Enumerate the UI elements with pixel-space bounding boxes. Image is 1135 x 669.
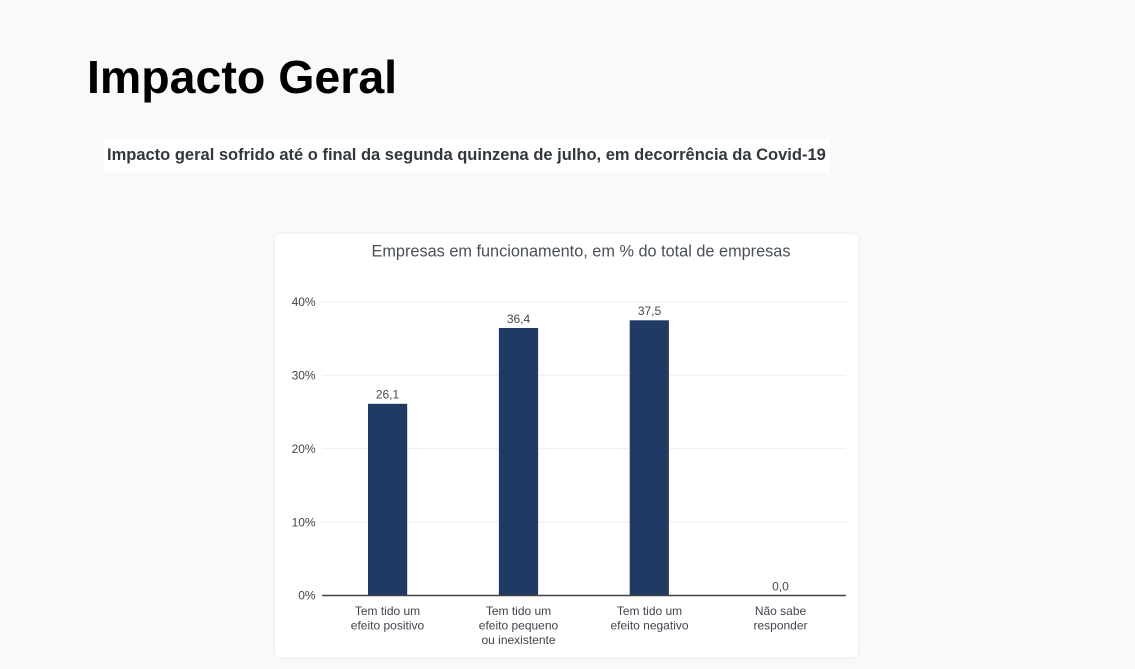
svg-text:36,4: 36,4 bbox=[507, 312, 531, 326]
svg-text:10%: 10% bbox=[292, 515, 316, 529]
svg-text:37,5: 37,5 bbox=[638, 304, 662, 318]
svg-text:responder: responder bbox=[753, 618, 807, 632]
svg-text:0,0: 0,0 bbox=[772, 579, 789, 593]
svg-text:Empresas em funcionamento, em: Empresas em funcionamento, em % do total… bbox=[372, 243, 791, 261]
svg-text:Tem tido um: Tem tido um bbox=[617, 604, 682, 618]
svg-text:0%: 0% bbox=[298, 588, 316, 602]
svg-text:20%: 20% bbox=[292, 442, 316, 456]
svg-text:26,1: 26,1 bbox=[376, 388, 400, 402]
svg-text:Tem tido um: Tem tido um bbox=[486, 604, 551, 618]
svg-text:efeito positivo: efeito positivo bbox=[351, 618, 425, 632]
svg-text:ou inexistente: ou inexistente bbox=[481, 633, 555, 647]
svg-text:Não sabe: Não sabe bbox=[755, 604, 807, 618]
svg-text:efeito negativo: efeito negativo bbox=[610, 618, 688, 632]
svg-text:30%: 30% bbox=[292, 368, 316, 382]
svg-text:40%: 40% bbox=[292, 295, 316, 309]
svg-text:efeito pequeno: efeito pequeno bbox=[479, 618, 559, 632]
svg-text:Tem tido um: Tem tido um bbox=[355, 604, 420, 618]
